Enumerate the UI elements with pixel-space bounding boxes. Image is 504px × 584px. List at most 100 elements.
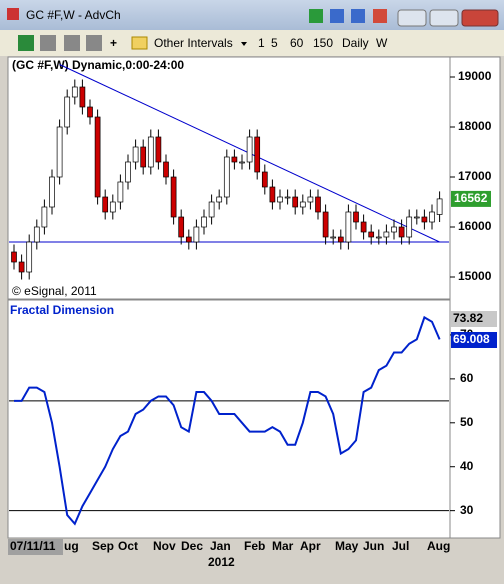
candle-body (337, 236, 344, 243)
candle-body (33, 226, 40, 243)
x-tick-label: May (335, 539, 359, 553)
candle-body (64, 96, 71, 128)
candle-body (299, 201, 306, 208)
x-tick-label: Jun (363, 539, 384, 553)
x-tick-label: Aug (427, 539, 450, 553)
candle-body (421, 216, 428, 223)
folder-icon[interactable] (131, 36, 148, 50)
candle-body (18, 261, 25, 273)
x-tick-label: Oct (118, 539, 138, 553)
x-tick-label: Feb (244, 539, 265, 553)
toolbar-item[interactable]: Other Intervals (154, 36, 233, 50)
candle-body (383, 231, 390, 238)
y-tick-label: 50 (460, 415, 474, 429)
toolbar-item[interactable]: W (376, 36, 388, 50)
chart-title: (GC #F,W) Dynamic,0:00-24:00 (12, 58, 184, 72)
tool-plus[interactable]: + (110, 36, 117, 50)
toolbar-item[interactable]: 5 (271, 36, 278, 50)
candle-body (429, 211, 435, 223)
maximize-button[interactable] (429, 9, 459, 27)
toolbar-item[interactable]: Daily (342, 36, 369, 50)
candle-body (41, 206, 48, 228)
candle-body (436, 198, 443, 215)
toolbar-item[interactable]: 1 (258, 36, 265, 50)
toolbar (0, 30, 504, 56)
candle-body (284, 196, 291, 199)
candle-body (163, 161, 169, 178)
app-icon (7, 8, 19, 20)
tool-link[interactable] (18, 35, 34, 51)
candle-body (79, 86, 86, 108)
candle-body (147, 136, 154, 168)
tool-b[interactable] (64, 35, 80, 51)
candle-body (26, 241, 33, 273)
x-tick-label: Jan (210, 539, 231, 553)
last-value: 73.82 (453, 311, 483, 325)
price-axis (449, 56, 501, 539)
y-tick-label: 60 (460, 371, 474, 385)
x-tick-label: Mar (272, 539, 294, 553)
candle-body (292, 196, 299, 208)
icon-tool[interactable] (373, 9, 387, 23)
candle-body (391, 226, 397, 233)
candle-body (11, 251, 17, 263)
candle-body (368, 231, 375, 238)
y-tick-label: 40 (460, 459, 474, 473)
candle-body (239, 161, 245, 164)
window-title: GC #F,W - AdvCh (26, 8, 121, 22)
candle-body (413, 216, 420, 219)
last-price: 16562 (454, 191, 488, 205)
minimize-button[interactable] (397, 9, 427, 27)
candle-body (125, 161, 131, 183)
candle-body (398, 226, 405, 238)
y-tick-label: 17000 (458, 169, 492, 183)
candle-body (140, 146, 147, 168)
candle-body (170, 176, 177, 218)
indicator-line (14, 315, 441, 526)
candle-body (109, 201, 116, 213)
toolbar-item[interactable]: 150 (313, 36, 333, 50)
x-tick-label: Dec (181, 539, 203, 553)
y-tick-label: 19000 (458, 69, 492, 83)
candle-body (315, 196, 321, 213)
y-tick-label: 30 (460, 503, 474, 517)
candle-body (353, 211, 359, 223)
year-label: 2012 (208, 555, 235, 569)
start-date: 07/11/11 (10, 539, 56, 553)
candle-body (155, 136, 162, 163)
x-tick-label: Jul (392, 539, 409, 553)
toolbar-item[interactable]: 60 (290, 36, 304, 50)
icon-s[interactable] (309, 9, 323, 23)
close-button[interactable] (461, 9, 499, 27)
candle-body (277, 196, 283, 203)
candle-body (56, 126, 63, 178)
candle-body (87, 106, 93, 118)
candle-body (71, 86, 78, 98)
candle-body (345, 211, 352, 243)
candle-body (246, 136, 253, 163)
candle-body (132, 146, 139, 163)
candle-body (201, 216, 207, 228)
candle-body (117, 181, 124, 203)
candle-body (94, 116, 101, 198)
candle-body (322, 211, 329, 238)
icon-chart[interactable] (351, 9, 365, 23)
candle-body (254, 136, 261, 173)
tool-c[interactable] (86, 35, 102, 51)
candle-body (330, 236, 337, 239)
last-price-box (451, 190, 491, 207)
x-tick-label: Sep (92, 539, 114, 553)
candle-body (360, 221, 367, 233)
candle-body (102, 196, 109, 213)
tool-a[interactable] (40, 35, 56, 51)
dropdown-arrow (241, 42, 247, 46)
start-date-box (8, 539, 63, 555)
candle-body (185, 236, 192, 243)
x-tick-label: Apr (300, 539, 321, 553)
icon-x[interactable] (330, 9, 344, 23)
indicator-title: Fractal Dimension (10, 303, 114, 317)
y-tick-label: 15000 (458, 269, 492, 283)
candle-body (269, 186, 276, 203)
candle-body (193, 226, 200, 243)
x-tick-label: Nov (153, 539, 176, 553)
